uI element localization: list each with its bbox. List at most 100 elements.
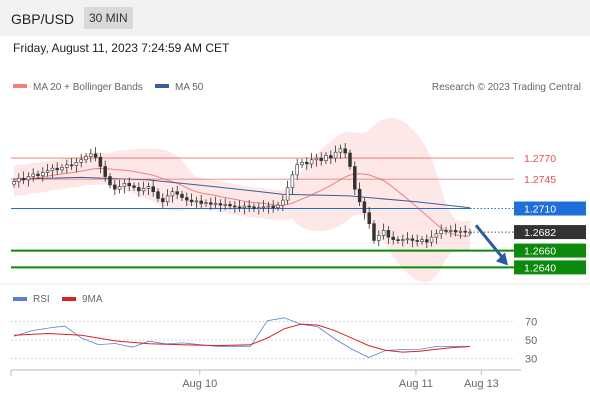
candle-body [228, 204, 232, 207]
candles [12, 142, 472, 249]
candle-35 [180, 190, 184, 201]
rsi-tick-70: 70 [525, 316, 537, 328]
ma50-path [13, 176, 471, 209]
candle-34 [175, 185, 179, 200]
candle-body [425, 239, 429, 243]
candle-29 [151, 180, 155, 197]
candle-73 [362, 197, 367, 220]
legend-bb-label: MA 20 + Bollinger Bands [33, 82, 143, 93]
candle-body [223, 204, 227, 206]
candle-body [69, 164, 74, 167]
legend-ma50-swatch [155, 84, 169, 88]
candle-body [103, 166, 107, 177]
candle-body [122, 182, 127, 187]
candle-46 [233, 200, 237, 213]
timeframe-badge[interactable]: 30 MIN [84, 7, 133, 29]
x-tick-label-1: Aug 11 [399, 378, 433, 390]
candle-body [247, 205, 251, 208]
candle-27 [141, 181, 146, 196]
candle-60 [300, 158, 304, 169]
candle-body [137, 187, 141, 192]
candle-22 [117, 179, 122, 194]
candle-74 [367, 206, 371, 229]
candle-75 [372, 220, 376, 244]
candle-body [257, 207, 261, 209]
candle-body [324, 155, 328, 161]
candle-body [401, 239, 405, 241]
candle-body [439, 230, 443, 235]
candle-body [194, 200, 199, 203]
candle-body [415, 240, 419, 242]
candle-body [449, 230, 453, 232]
rsi-panel: 70 50 30 [11, 316, 537, 366]
candle-body [391, 236, 395, 240]
candle-38 [194, 196, 199, 209]
candle-93 [458, 227, 463, 239]
candle-body [17, 177, 21, 182]
candle-body [357, 188, 362, 203]
candle-body [84, 156, 88, 161]
candle-body [453, 230, 458, 233]
candle-body [213, 203, 218, 205]
candle-58 [290, 170, 295, 195]
candle-87 [429, 230, 434, 247]
candle-body [89, 153, 93, 157]
candle-body [79, 159, 83, 163]
candle-68 [338, 144, 343, 159]
legend-9ma-label: 9MA [82, 294, 103, 305]
candle-20 [108, 173, 112, 189]
candle-body [444, 230, 448, 232]
candle-body [458, 230, 463, 233]
candle-body [266, 205, 271, 208]
candle-body [367, 212, 371, 224]
candle-body [146, 186, 151, 189]
candle-51 [257, 202, 261, 215]
candle-95 [468, 228, 472, 236]
candle-19 [103, 160, 107, 182]
x-tick-label-2: Aug 13 [464, 378, 499, 390]
candle-14 [79, 153, 83, 168]
candle-57 [285, 180, 290, 205]
candle-body [276, 204, 280, 208]
candle-4 [31, 168, 35, 182]
candle-50 [252, 203, 256, 212]
candle-body [300, 161, 304, 166]
candle-40 [204, 199, 208, 207]
candle-body [290, 174, 295, 188]
candle-body [242, 205, 247, 208]
candle-78 [386, 226, 391, 244]
candle-body [151, 186, 155, 193]
candle-body [252, 206, 256, 209]
candle-6 [41, 167, 45, 182]
candle-3 [26, 172, 31, 187]
candle-26 [137, 182, 141, 197]
candle-body [338, 148, 343, 153]
candle-body [377, 235, 381, 241]
watermark: Research © 2023 Trading Central [432, 82, 581, 93]
candle-47 [237, 200, 242, 212]
candle-body [468, 231, 472, 234]
candle-76 [377, 230, 381, 247]
candle-17 [93, 147, 98, 162]
candle-67 [333, 145, 338, 163]
candle-body [362, 201, 367, 214]
pivot-tag [514, 201, 586, 216]
current-price-tag [514, 225, 586, 240]
candle-body [233, 205, 237, 208]
candle-66 [329, 150, 333, 164]
x-axis: Aug 10 Aug 11 Aug 13 [182, 370, 499, 390]
candle-94 [463, 225, 467, 238]
candle-64 [319, 152, 323, 166]
candle-39 [199, 195, 203, 209]
candle-54 [271, 200, 275, 213]
candle-body [98, 156, 103, 167]
candle-body [31, 173, 35, 177]
candle-body [41, 172, 45, 177]
candle-12 [69, 158, 74, 170]
pivot-label: 1.2710 [524, 204, 556, 216]
arrow-shaft [474, 224, 506, 261]
candle-body [204, 202, 208, 204]
candle-body [372, 223, 376, 241]
candle-25 [132, 182, 136, 191]
candle-body [12, 181, 16, 185]
